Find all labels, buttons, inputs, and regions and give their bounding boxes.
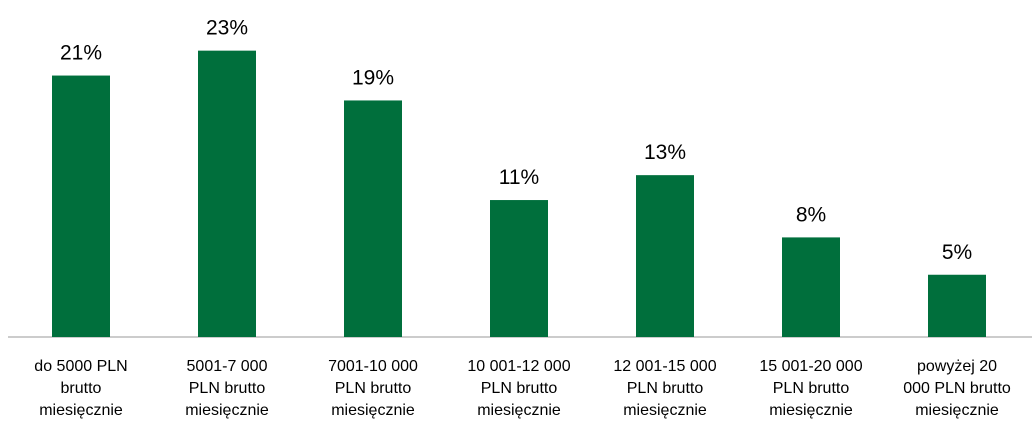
bar [490,200,548,337]
x-tick-label: powyżej 20 000 PLN brutto miesięcznie [903,358,1011,419]
x-tick-label: 7001-10 000 PLN brutto miesięcznie [328,358,418,419]
x-tick-label: 10 001-12 000 PLN brutto miesięcznie [467,358,571,419]
x-tick-label: 15 001-20 000 PLN brutto miesięcznie [759,358,863,419]
bar [782,237,840,337]
bar [928,274,986,337]
value-label: 19% [352,66,394,89]
x-tick-label: 12 001-15 000 PLN brutto miesięcznie [613,358,717,419]
bar [636,175,694,337]
value-label: 23% [206,17,248,40]
bar [52,75,110,338]
value-label: 5% [942,241,972,264]
x-tick-label: 5001-7 000 PLN brutto miesięcznie [185,358,269,419]
bar [198,50,256,338]
value-label: 8% [796,203,826,226]
value-label: 13% [644,141,686,164]
bar [344,100,402,337]
value-label: 11% [499,166,539,189]
x-tick-label: do 5000 PLN brutto miesięcznie [34,358,128,419]
value-label: 21% [60,42,102,65]
